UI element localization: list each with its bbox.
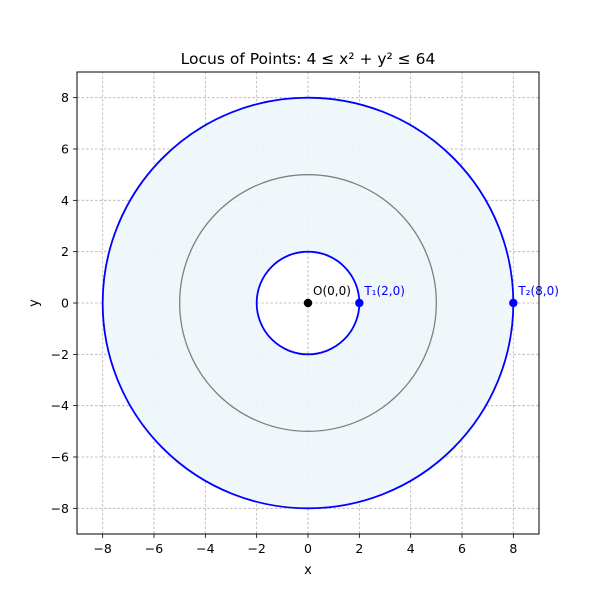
y-tick-label: 4 [61,193,69,208]
x-tick-label: 0 [304,541,312,556]
annulus-region [102,97,514,509]
point-label: T₁(2,0) [363,284,405,298]
y-tick-label: 8 [61,90,69,105]
y-axis-label: y [27,299,42,307]
y-tick-label: −2 [51,347,69,362]
point-marker [303,298,313,308]
x-tick-label: 6 [458,541,466,556]
x-tick-label: −4 [196,541,214,556]
y-tick-label: 0 [61,296,69,311]
y-tick-label: −6 [51,450,69,465]
point-marker [509,298,518,308]
point-label: O(0,0) [313,284,351,298]
annulus-fill [102,97,514,509]
circle-r5 [179,174,437,432]
y-tick-label: 2 [61,244,69,259]
y-tick-label: 6 [61,142,69,157]
point-label: T₂(8,0) [517,284,559,298]
x-axis-label: x [304,563,312,578]
points: O(0,0) T₁(2,0) T₂(8,0) [303,284,559,308]
ticks: −8 −6 −4 −2 0 2 4 6 8 −8 −6 −4 −2 0 2 4 6 8 [51,90,518,556]
x-tick-label: −2 [247,541,265,556]
y-tick-label: −8 [51,501,69,516]
point-marker [355,298,364,308]
x-tick-label: 8 [509,541,517,556]
x-tick-label: −8 [93,541,111,556]
x-tick-label: −6 [145,541,163,556]
x-tick-label: 4 [407,541,415,556]
y-tick-label: −4 [51,398,69,413]
x-tick-label: 2 [355,541,363,556]
chart-title: Locus of Points: 4 ≤ x² + y² ≤ 64 [181,50,436,68]
